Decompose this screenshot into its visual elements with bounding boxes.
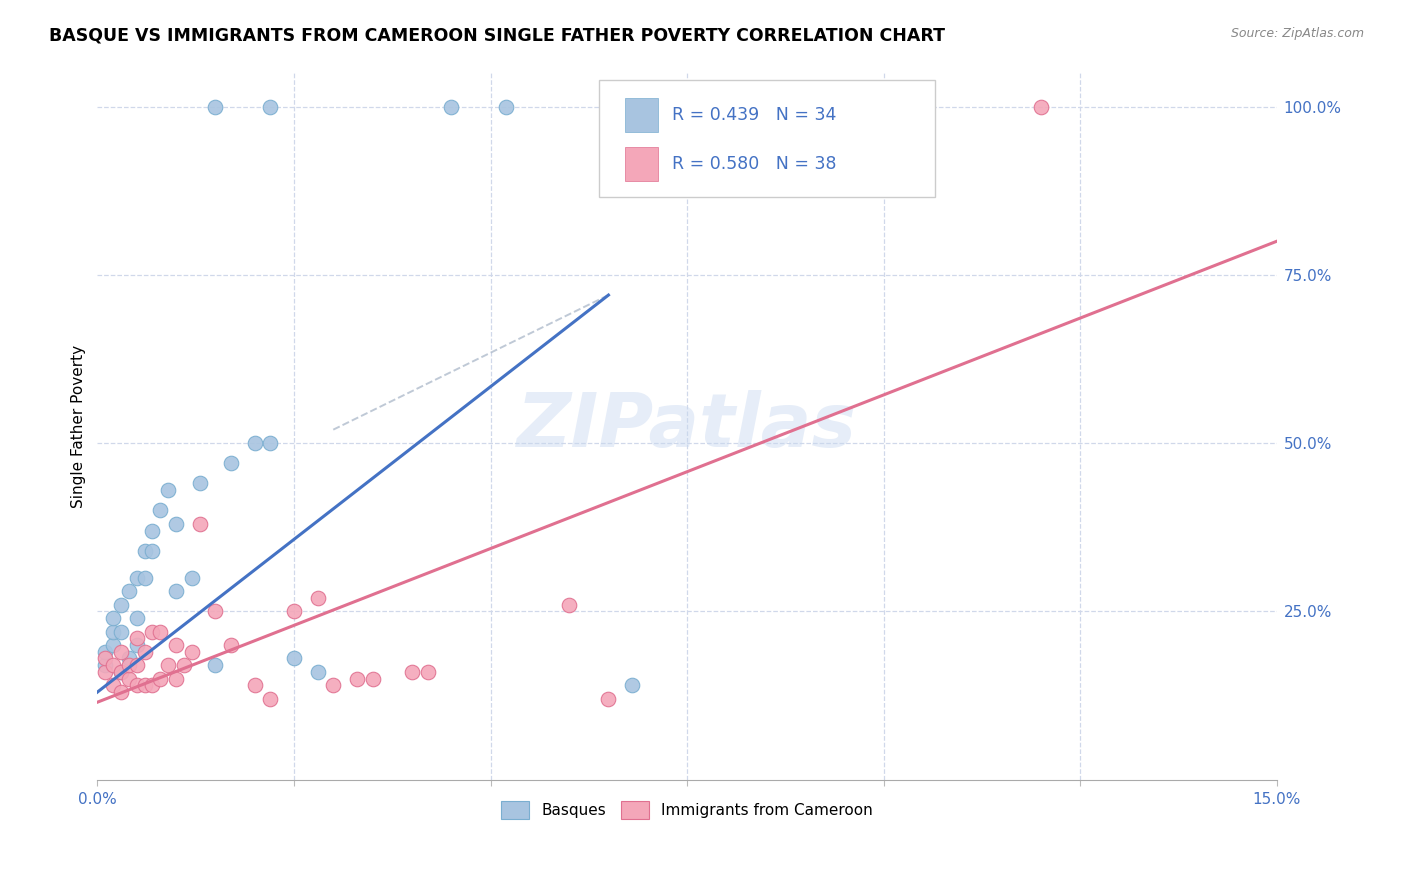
Point — [361, 672, 384, 686]
Point — [94, 651, 117, 665]
Point — [125, 571, 148, 585]
FancyBboxPatch shape — [599, 80, 935, 196]
Text: Source: ZipAtlas.com: Source: ZipAtlas.com — [1230, 27, 1364, 40]
Point — [157, 483, 180, 498]
Point — [307, 665, 329, 679]
Point — [173, 658, 195, 673]
Point — [243, 678, 266, 692]
Point — [322, 678, 344, 692]
Point — [101, 638, 124, 652]
Point — [125, 638, 148, 652]
Point — [440, 100, 463, 114]
Point — [204, 604, 226, 618]
Point — [125, 611, 148, 625]
Point — [204, 100, 226, 114]
Point — [346, 672, 368, 686]
Point — [141, 524, 163, 538]
Point — [110, 665, 132, 679]
Point — [110, 624, 132, 639]
Text: R = 0.439   N = 34: R = 0.439 N = 34 — [672, 106, 837, 124]
Point — [110, 665, 132, 679]
Point — [219, 638, 242, 652]
Point — [149, 624, 172, 639]
Text: R = 0.580   N = 38: R = 0.580 N = 38 — [672, 155, 837, 173]
Point — [243, 436, 266, 450]
Point — [149, 503, 172, 517]
Point — [180, 645, 202, 659]
Point — [307, 591, 329, 605]
Point — [134, 678, 156, 692]
Point — [165, 516, 187, 531]
Point — [1029, 100, 1052, 114]
Point — [283, 604, 305, 618]
Point — [149, 672, 172, 686]
Point — [101, 678, 124, 692]
Text: BASQUE VS IMMIGRANTS FROM CAMEROON SINGLE FATHER POVERTY CORRELATION CHART: BASQUE VS IMMIGRANTS FROM CAMEROON SINGL… — [49, 27, 945, 45]
Text: ZIPatlas: ZIPatlas — [517, 390, 858, 463]
Point — [110, 598, 132, 612]
Point — [101, 624, 124, 639]
Point — [165, 638, 187, 652]
Point — [165, 672, 187, 686]
Point — [416, 665, 439, 679]
Point — [118, 584, 141, 599]
Point — [621, 678, 644, 692]
Point — [94, 658, 117, 673]
Point — [110, 685, 132, 699]
Point — [134, 543, 156, 558]
Point — [110, 645, 132, 659]
Y-axis label: Single Father Poverty: Single Father Poverty — [72, 344, 86, 508]
Point — [598, 691, 620, 706]
Point — [259, 100, 281, 114]
Point — [125, 658, 148, 673]
Point — [125, 678, 148, 692]
Point — [558, 598, 581, 612]
Point — [141, 543, 163, 558]
Point — [118, 658, 141, 673]
Point — [134, 571, 156, 585]
Point — [259, 436, 281, 450]
Point — [141, 624, 163, 639]
Point — [283, 651, 305, 665]
Legend: Basques, Immigrants from Cameroon: Basques, Immigrants from Cameroon — [495, 795, 879, 825]
Point — [101, 611, 124, 625]
Point — [125, 632, 148, 646]
Point — [141, 678, 163, 692]
Point — [401, 665, 423, 679]
Point — [118, 672, 141, 686]
Point — [101, 658, 124, 673]
Point — [219, 456, 242, 470]
Point — [259, 691, 281, 706]
Point — [157, 658, 180, 673]
Point — [495, 100, 517, 114]
Point — [188, 516, 211, 531]
Point — [188, 476, 211, 491]
Point — [165, 584, 187, 599]
FancyBboxPatch shape — [624, 147, 658, 181]
Point — [204, 658, 226, 673]
Point — [180, 571, 202, 585]
Point — [94, 645, 117, 659]
Point — [134, 645, 156, 659]
Point — [94, 665, 117, 679]
FancyBboxPatch shape — [624, 98, 658, 132]
Point — [118, 651, 141, 665]
